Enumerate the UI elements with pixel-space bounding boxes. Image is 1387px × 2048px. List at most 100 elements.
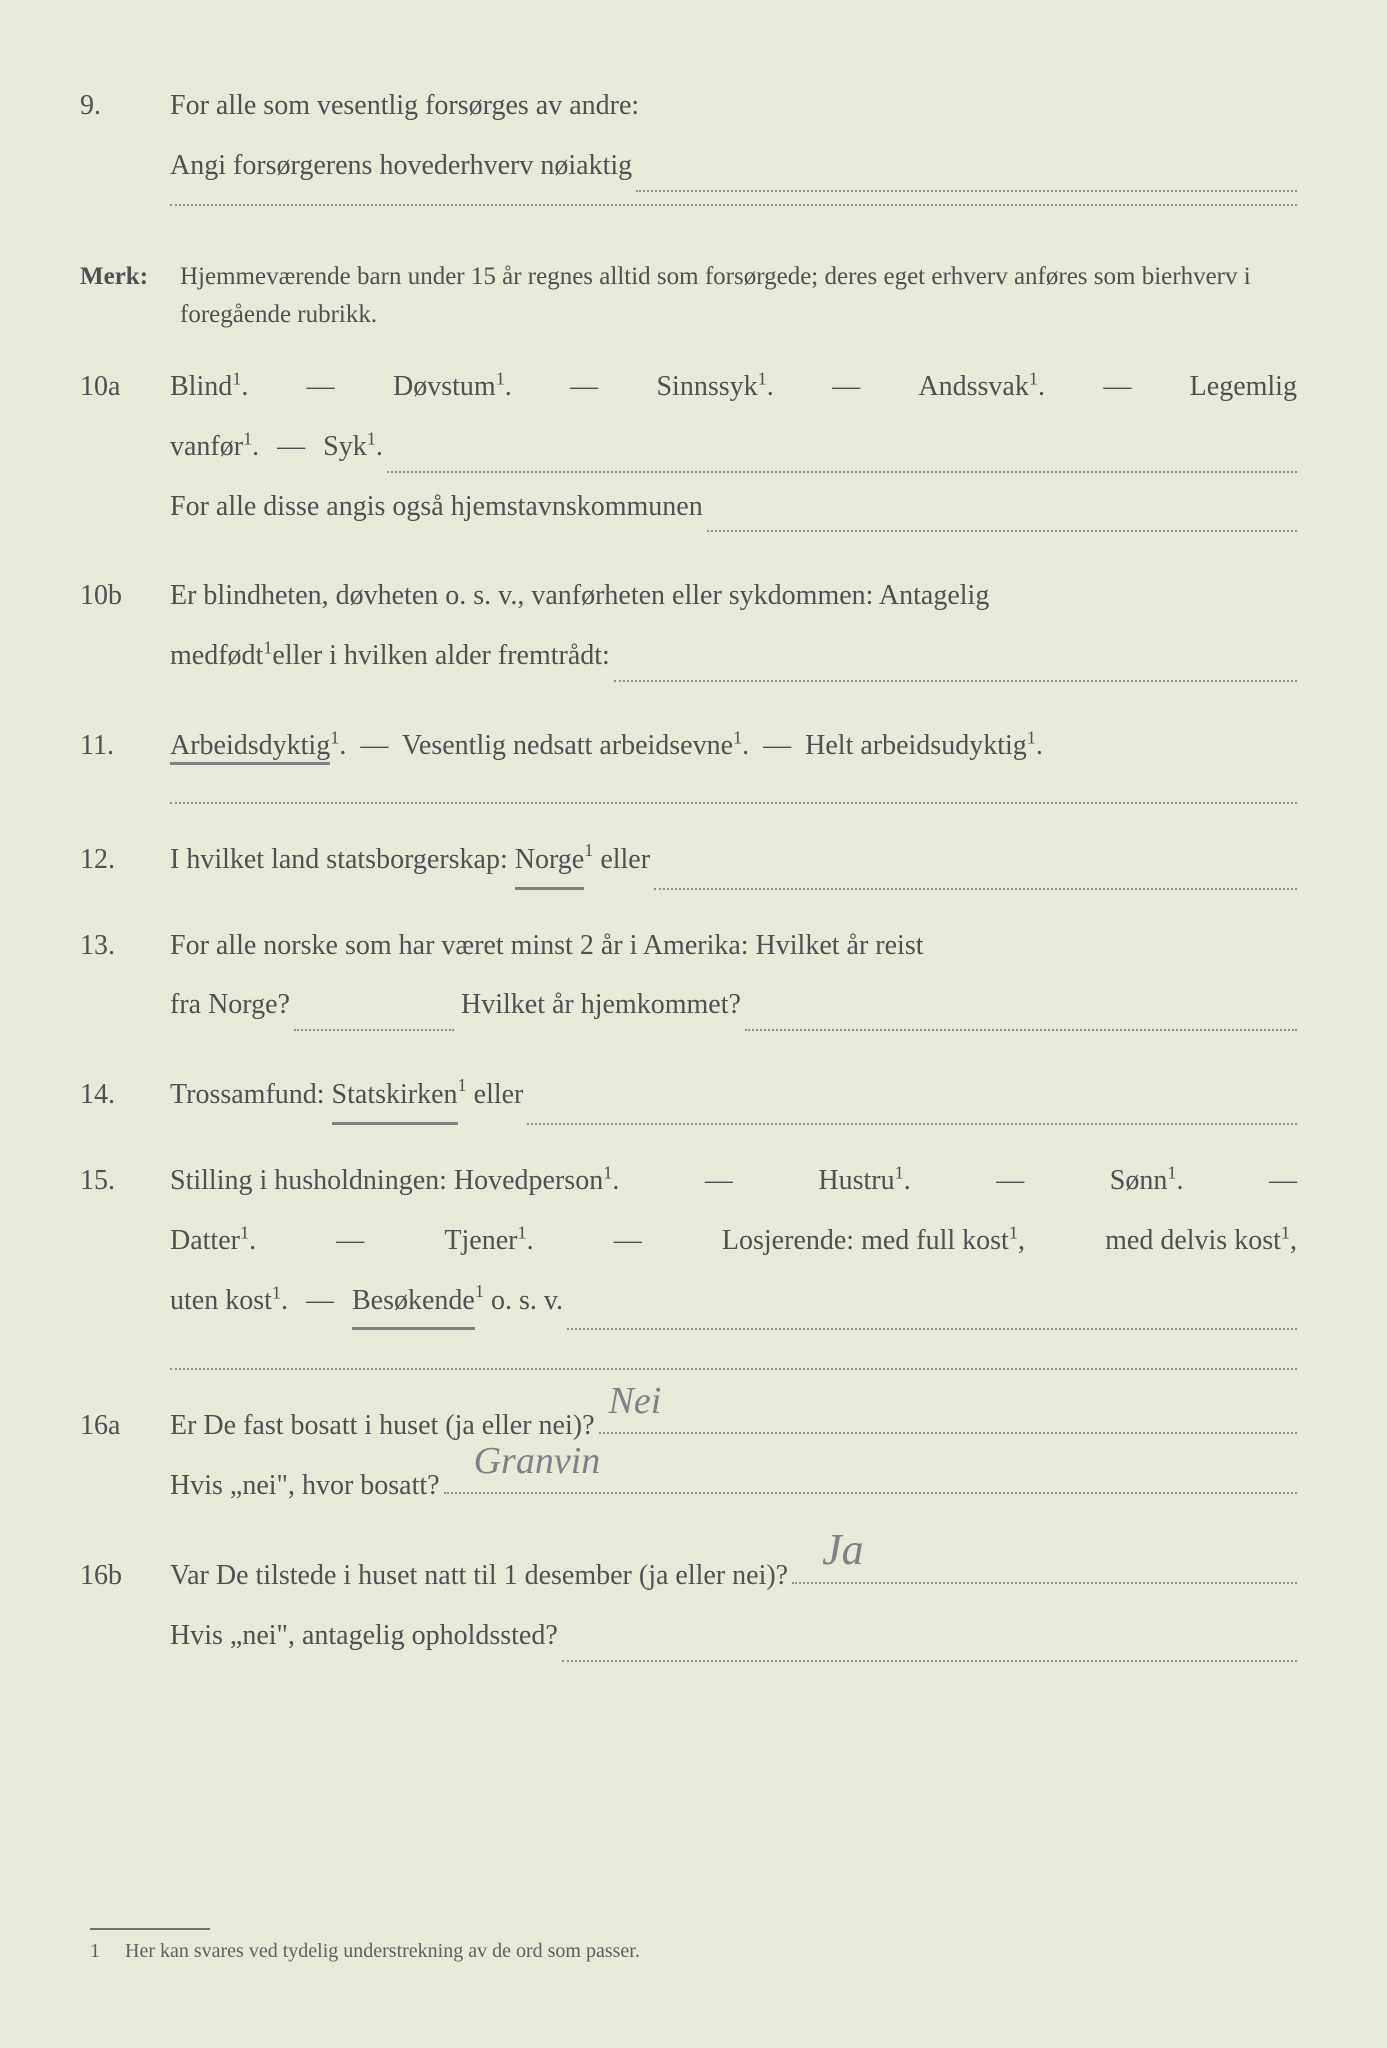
dash: —: [832, 361, 860, 413]
question-9: 9. For alle som vesentlig forsørges av a…: [80, 80, 1297, 228]
q10b-fill[interactable]: [614, 630, 1297, 682]
q12-fill[interactable]: [654, 834, 1297, 890]
q10a-number: 10a: [80, 361, 170, 540]
q15-datter: Datter1.: [170, 1215, 256, 1267]
merk-label: Merk:: [80, 258, 180, 336]
q10a-sinnssyk: Sinnssyk1.: [656, 361, 773, 413]
footnote-number: 1: [90, 1940, 120, 1963]
q16b-fill2[interactable]: [562, 1610, 1297, 1662]
q14-statskirken-selected: Statskirken: [332, 1069, 458, 1125]
question-16a: 16a Er De fast bosatt i huset (ja eller …: [80, 1400, 1297, 1520]
footnote-text: Her kan svares ved tydelig understreknin…: [125, 1940, 640, 1962]
q16a-row2: Hvis „nei", hvor bosatt? Granvin: [170, 1460, 1297, 1512]
q14-body: Trossamfund: Statskirken1 eller: [170, 1069, 1297, 1125]
q16a-line2: Hvis „nei", hvor bosatt?: [170, 1460, 440, 1512]
dash: —: [360, 730, 388, 761]
q12-number: 12.: [80, 834, 170, 890]
q11-nedsatt: Vesentlig nedsatt arbeidsevne1.: [402, 730, 749, 761]
dash: —: [306, 1275, 334, 1331]
q16a-answer-granvin: Granvin: [474, 1426, 601, 1496]
q15-fill[interactable]: [567, 1275, 1297, 1331]
q16a-fill1[interactable]: Nei: [599, 1432, 1298, 1434]
q10b-line2b: eller i hvilken alder fremtrådt:: [272, 630, 609, 682]
q10a-blind: Blind1.: [170, 361, 248, 413]
census-form-page: 9. For alle som vesentlig forsørges av a…: [0, 0, 1387, 2048]
q16b-number: 16b: [80, 1550, 170, 1670]
q10b-medfodt: medfødt1: [170, 630, 272, 682]
q15-losjerende: Losjerende: med full kost1,: [722, 1215, 1025, 1267]
q10a-row3: For alle disse angis også hjemstavnskomm…: [170, 481, 1297, 533]
q9-fill-line[interactable]: [170, 204, 1297, 206]
q11-udyktig: Helt arbeidsudyktig1.: [805, 730, 1043, 761]
q15-sonn: Sønn1.: [1110, 1155, 1184, 1207]
q9-body: For alle som vesentlig forsørges av andr…: [170, 80, 1297, 228]
q16b-row2: Hvis „nei", antagelig opholdssted?: [170, 1610, 1297, 1662]
q15-hovedperson: Stilling i husholdningen: Hovedperson1.: [170, 1155, 619, 1207]
dash: —: [277, 421, 305, 473]
dash: —: [1269, 1155, 1297, 1207]
q16b-line1: Var De tilstede i huset natt til 1 desem…: [170, 1550, 788, 1602]
q15-row2: Datter1. — Tjener1. — Losjerende: med fu…: [170, 1215, 1297, 1267]
q10a-fill2[interactable]: [707, 481, 1297, 533]
q10a-dovstum: Døvstum1.: [393, 361, 512, 413]
question-15: 15. Stilling i husholdningen: Hovedperso…: [80, 1155, 1297, 1338]
question-16b: 16b Var De tilstede i huset natt til 1 d…: [80, 1550, 1297, 1670]
q16a-body: Er De fast bosatt i huset (ja eller nei)…: [170, 1400, 1297, 1520]
dash: —: [570, 361, 598, 413]
q9-line2: Angi forsørgerens hovederhverv nøiaktig: [170, 140, 632, 192]
dash: —: [763, 730, 791, 761]
question-10b: 10b Er blindheten, døvheten o. s. v., va…: [80, 570, 1297, 690]
dash: —: [1103, 361, 1131, 413]
q12-body: I hvilket land statsborgerskap: Norge1 e…: [170, 834, 1297, 890]
q13-line1: For alle norske som har været minst 2 år…: [170, 920, 1297, 972]
question-12: 12. I hvilket land statsborgerskap: Norg…: [80, 834, 1297, 890]
q16a-row1: Er De fast bosatt i huset (ja eller nei)…: [170, 1400, 1297, 1452]
q15-body: Stilling i husholdningen: Hovedperson1. …: [170, 1155, 1297, 1338]
q9-fill[interactable]: [636, 140, 1297, 192]
q16b-line2: Hvis „nei", antagelig opholdssted?: [170, 1610, 558, 1662]
q15-delvis: med delvis kost1,: [1105, 1215, 1297, 1267]
q15-row3: uten kost1. — Besøkende1 o. s. v.: [170, 1275, 1297, 1331]
q16a-number: 16a: [80, 1400, 170, 1520]
q16b-body: Var De tilstede i huset natt til 1 desem…: [170, 1550, 1297, 1670]
q13-row2: fra Norge? Hvilket år hjemkommet?: [170, 979, 1297, 1031]
q16a-fill2[interactable]: Granvin: [444, 1492, 1297, 1494]
q16b-fill1[interactable]: Ja: [792, 1582, 1297, 1584]
q13-body: For alle norske som har været minst 2 år…: [170, 920, 1297, 1040]
q10a-andssvak: Andssvak1.: [918, 361, 1045, 413]
dash: —: [996, 1155, 1024, 1207]
q10a-line3: For alle disse angis også hjemstavnskomm…: [170, 481, 703, 533]
q15-besokende-selected: Besøkende: [352, 1275, 475, 1331]
dash: —: [336, 1215, 364, 1267]
q12-norge-selected: Norge: [515, 834, 584, 890]
q16b-row1: Var De tilstede i huset natt til 1 desem…: [170, 1550, 1297, 1602]
dash: —: [705, 1155, 733, 1207]
q14-fill[interactable]: [527, 1069, 1297, 1125]
q9-line1: For alle som vesentlig forsørges av andr…: [170, 80, 1297, 132]
q15-tjener: Tjener1.: [444, 1215, 533, 1267]
footnote: 1 Her kan svares ved tydelig understrekn…: [90, 1928, 1297, 1963]
q16b-answer-ja: Ja: [822, 1509, 864, 1590]
q10b-number: 10b: [80, 570, 170, 690]
q10b-line1: Er blindheten, døvheten o. s. v., vanfør…: [170, 570, 1297, 622]
q11-number: 11.: [80, 720, 170, 772]
dash: —: [307, 361, 335, 413]
merk-text: Hjemmeværende barn under 15 år regnes al…: [180, 258, 1297, 336]
dash: —: [614, 1215, 642, 1267]
q10a-body: Blind1. — Døvstum1. — Sinnssyk1. — Andss…: [170, 361, 1297, 540]
q9-line2-row: Angi forsørgerens hovederhverv nøiaktig: [170, 140, 1297, 192]
q12-suffix: eller: [593, 834, 650, 890]
q13-fill2[interactable]: [745, 979, 1297, 1031]
q15-osv: o. s. v.: [484, 1275, 563, 1331]
q15-uten: uten kost1.: [170, 1275, 288, 1331]
q9-number: 9.: [80, 80, 170, 228]
q15-number: 15.: [80, 1155, 170, 1338]
question-13: 13. For alle norske som har været minst …: [80, 920, 1297, 1040]
q13-fill1[interactable]: [294, 979, 454, 1031]
q10a-fill1[interactable]: [387, 421, 1297, 473]
q16a-answer-nei: Nei: [609, 1366, 662, 1436]
q10a-legemlig: Legemlig: [1190, 361, 1297, 413]
q11-arbeidsdyktig-selected: Arbeidsdyktig: [170, 730, 330, 765]
divider-after-15: [170, 1368, 1297, 1370]
q10a-vanfor: vanfør1.: [170, 421, 259, 473]
